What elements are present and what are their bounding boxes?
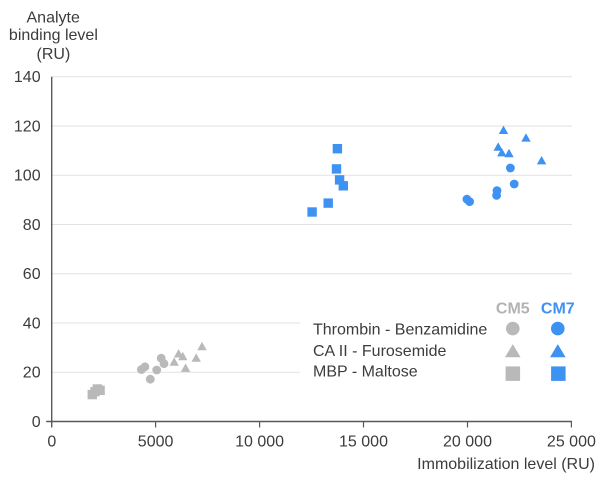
svg-text:80: 80 (23, 217, 41, 234)
svg-text:0: 0 (32, 414, 41, 431)
svg-text:20 000: 20 000 (443, 433, 492, 450)
svg-text:MBP - Maltose: MBP - Maltose (313, 364, 418, 381)
svg-text:120: 120 (14, 118, 41, 135)
svg-text:140: 140 (14, 69, 41, 86)
svg-text:40: 40 (23, 315, 41, 332)
svg-text:60: 60 (23, 266, 41, 283)
svg-text:15 000: 15 000 (339, 433, 388, 450)
svg-text:Analyte: Analyte (27, 10, 80, 27)
svg-text:(RU): (RU) (37, 46, 71, 63)
svg-text:25 000: 25 000 (547, 433, 596, 450)
svg-text:CM5: CM5 (496, 301, 530, 318)
svg-text:100: 100 (14, 168, 41, 185)
svg-text:binding level: binding level (9, 27, 98, 44)
svg-text:10 000: 10 000 (235, 433, 284, 450)
svg-text:CA II - Furosemide: CA II - Furosemide (313, 343, 446, 360)
svg-text:Thrombin - Benzamidine: Thrombin - Benzamidine (313, 321, 487, 338)
svg-text:20: 20 (23, 365, 41, 382)
svg-text:5000: 5000 (138, 433, 174, 450)
svg-text:CM7: CM7 (541, 301, 575, 318)
svg-text:Immobilization level (RU): Immobilization level (RU) (417, 456, 595, 473)
svg-text:0: 0 (47, 433, 56, 450)
